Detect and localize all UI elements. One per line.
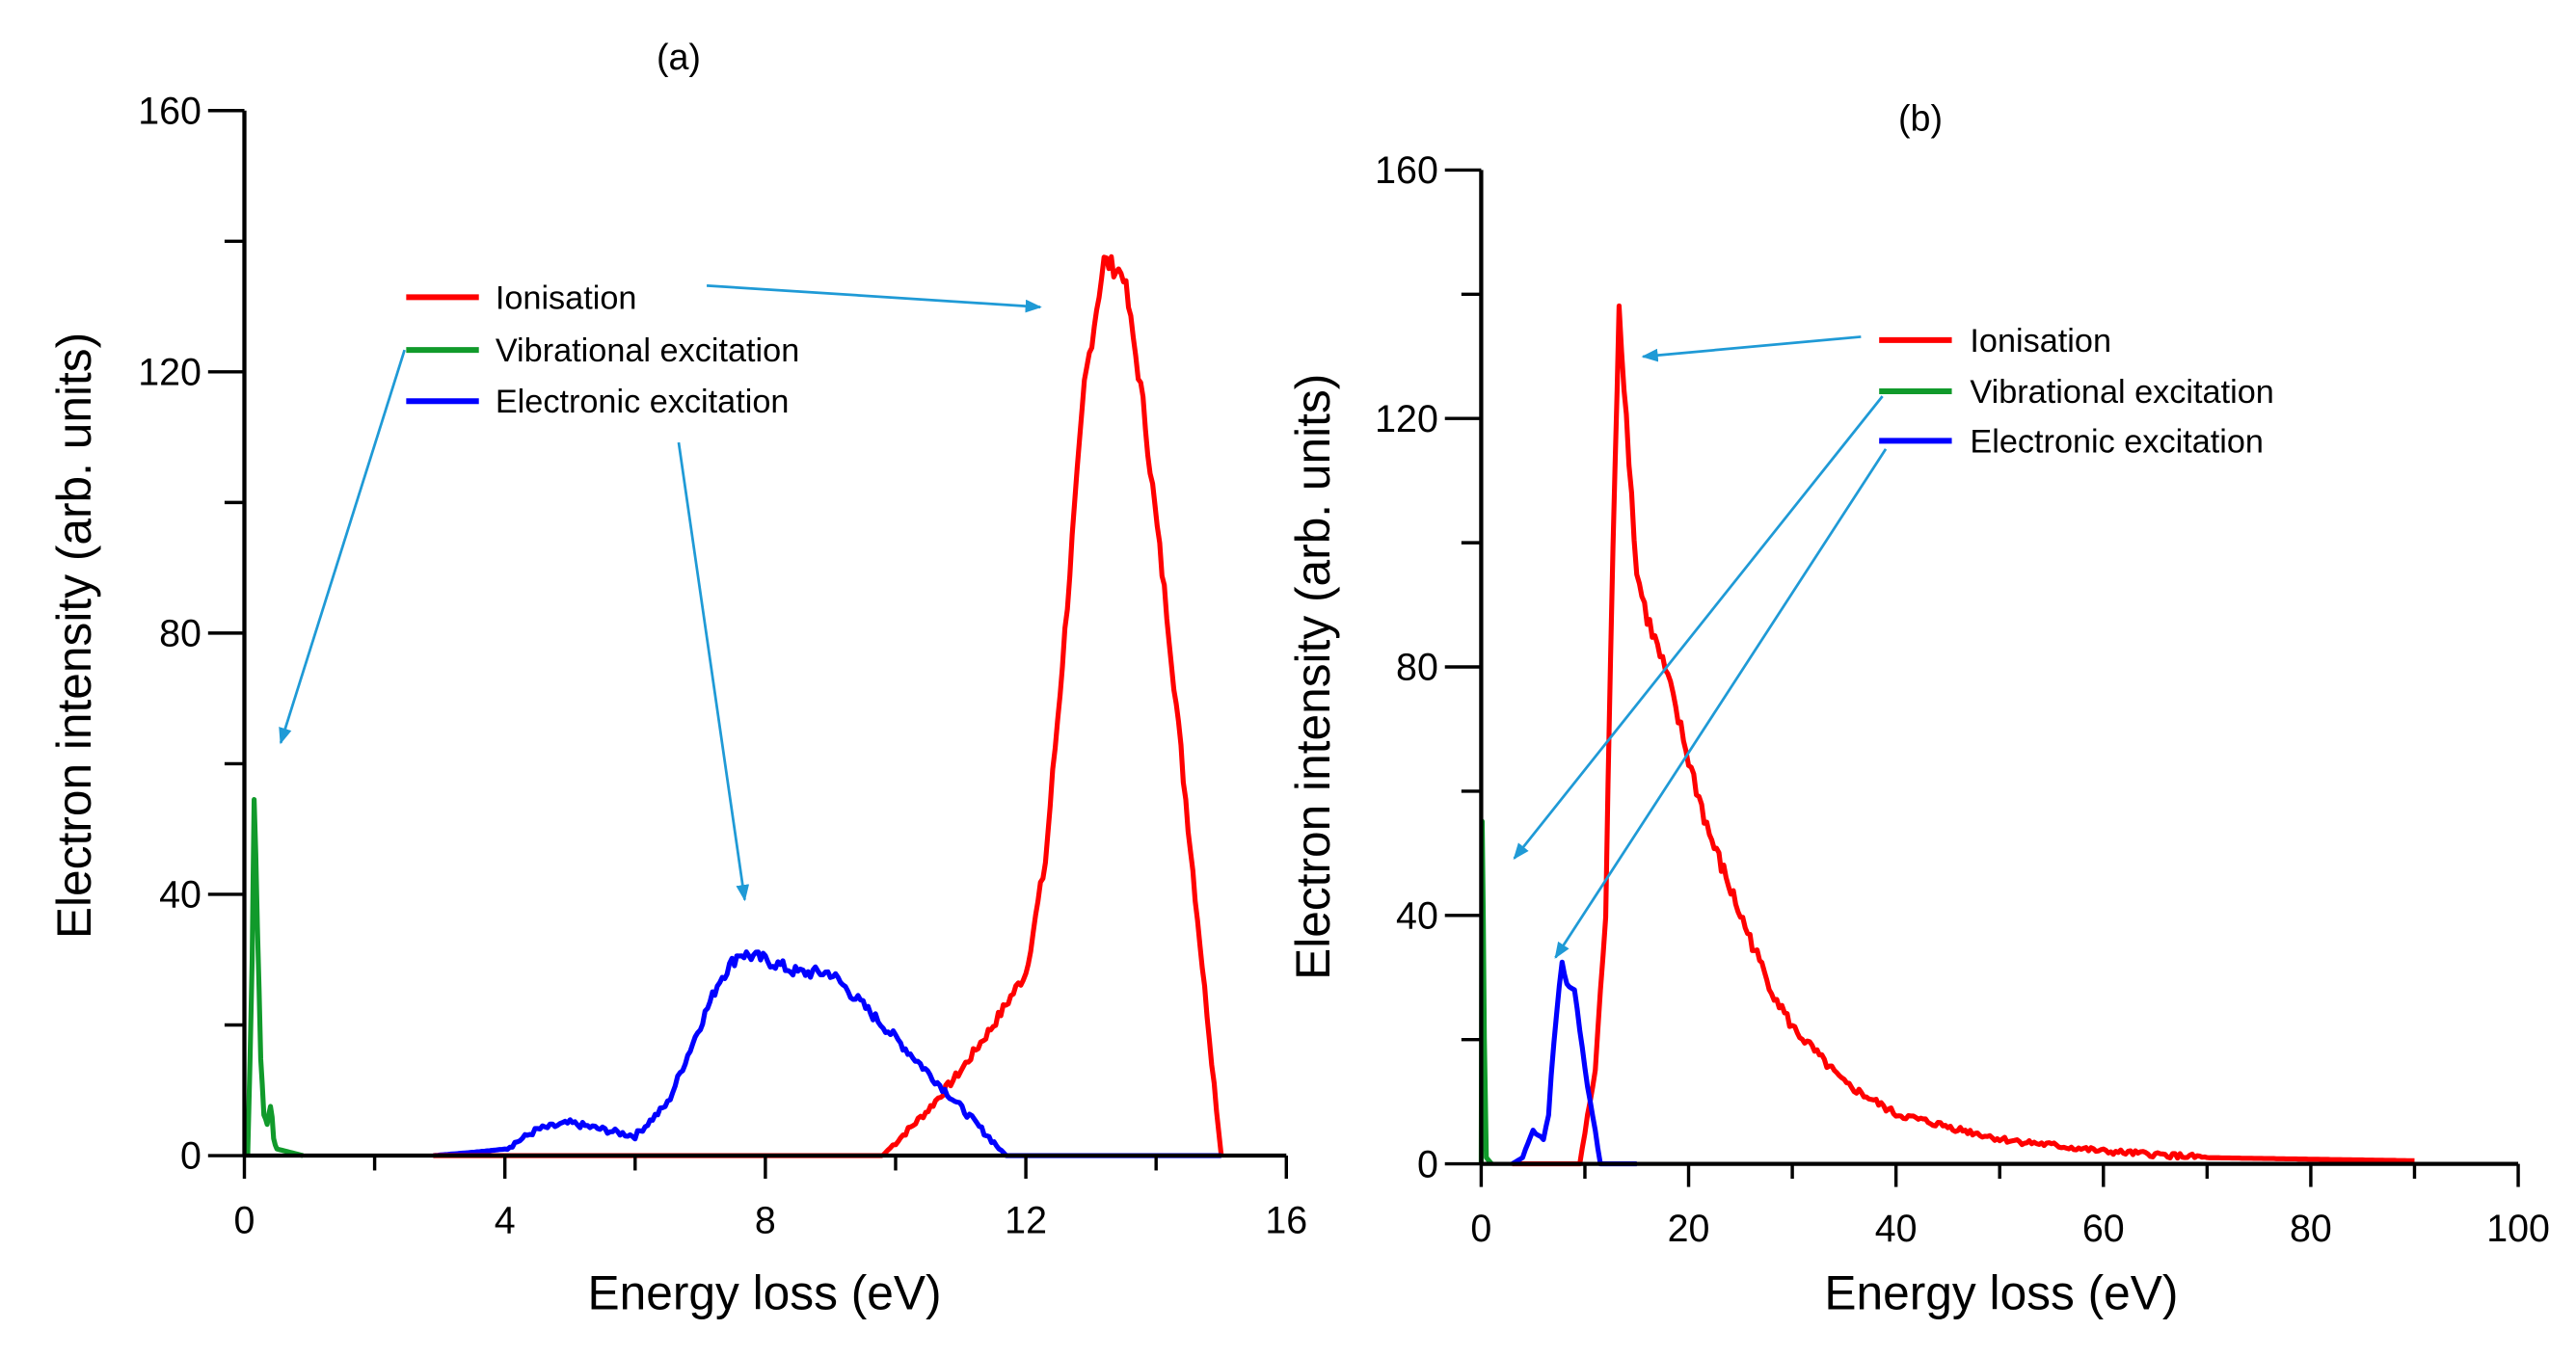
x-tick-label: 16 bbox=[1265, 1200, 1307, 1242]
series-ionisation-line bbox=[880, 253, 1224, 1157]
y-tick-label: 0 bbox=[1417, 1143, 1438, 1185]
y-tick-label: 80 bbox=[1396, 647, 1438, 689]
y-tick-label: 40 bbox=[1396, 895, 1438, 938]
x-tick-label: 12 bbox=[1005, 1200, 1047, 1242]
annotation-arrow-vibrational bbox=[1513, 395, 1884, 861]
panel-b: (b) Energy loss (eV) Electron intensity … bbox=[1286, 97, 2550, 1319]
annotation-arrow-ionisation bbox=[1641, 335, 1862, 362]
x-tick-label: 20 bbox=[1668, 1208, 1710, 1250]
y-tick-label: 80 bbox=[159, 613, 201, 655]
x-tick-label: 100 bbox=[2486, 1208, 2550, 1250]
legend-label-electronic: Electronic excitation bbox=[1970, 423, 2264, 460]
x-tick-label: 60 bbox=[2082, 1208, 2125, 1250]
y-tick-label: 120 bbox=[138, 352, 201, 394]
panel-b-title: (b) bbox=[1898, 97, 1943, 138]
x-tick-label: 8 bbox=[755, 1200, 776, 1242]
legend-label-ionisation: Ionisation bbox=[496, 279, 637, 316]
x-tick-label: 4 bbox=[495, 1200, 516, 1242]
y-tick-label: 40 bbox=[159, 874, 201, 917]
x-tick-label: 80 bbox=[2290, 1208, 2332, 1250]
panel-a-xlabel: Energy loss (eV) bbox=[588, 1265, 942, 1319]
series-ionisation-line bbox=[1512, 303, 2415, 1167]
x-tick-label: 0 bbox=[1470, 1208, 1491, 1250]
x-tick-label: 0 bbox=[234, 1200, 255, 1242]
series-electronic-line bbox=[433, 949, 1221, 1158]
annotation-arrow-vibrational bbox=[279, 349, 406, 745]
panel-a-title: (a) bbox=[657, 37, 701, 77]
annotation-arrow-electronic bbox=[1554, 448, 1888, 959]
annotation-arrow-ionisation bbox=[706, 283, 1042, 313]
legend-label-vibrational: Vibrational excitation bbox=[1970, 374, 2273, 411]
y-tick-label: 120 bbox=[1375, 398, 1438, 440]
x-tick-label: 40 bbox=[1875, 1208, 1918, 1250]
series-electronic-line bbox=[1511, 959, 1637, 1167]
panel-b-xlabel: Energy loss (eV) bbox=[1824, 1265, 2178, 1319]
panel-a: (a) Energy loss (eV) Electron intensity … bbox=[47, 37, 1307, 1319]
annotation-arrow-electronic bbox=[677, 441, 750, 902]
legend-label-vibrational: Vibrational excitation bbox=[496, 333, 799, 369]
y-tick-label: 160 bbox=[1375, 149, 1438, 192]
y-tick-label: 160 bbox=[138, 90, 201, 132]
y-tick-label: 0 bbox=[180, 1135, 201, 1178]
panel-a-ylabel: Electron intensity (arb. units) bbox=[47, 333, 101, 939]
legend-label-electronic: Electronic excitation bbox=[496, 384, 790, 420]
series-vibrational-line bbox=[245, 796, 304, 1158]
legend-label-ionisation: Ionisation bbox=[1970, 323, 2111, 359]
panel-b-ylabel: Electron intensity (arb. units) bbox=[1286, 374, 1340, 980]
